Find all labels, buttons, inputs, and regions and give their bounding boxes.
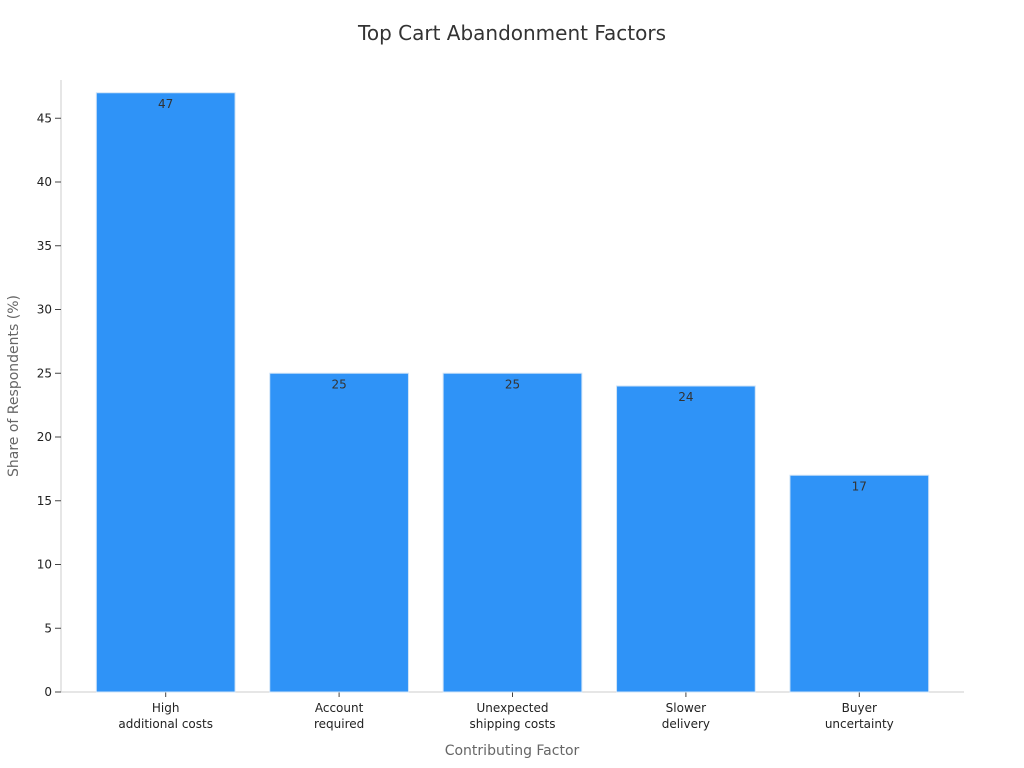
y-tick-label: 30 [37,303,52,317]
y-tick-label: 25 [37,366,52,380]
y-tick-label: 45 [37,111,52,125]
y-tick-label: 35 [37,239,52,253]
x-axis [61,691,964,697]
y-tick-label: 40 [37,175,52,189]
bars-group [95,92,930,693]
x-tick-label: Slower delivery [662,701,710,731]
x-tick-label: Unexpected shipping costs [470,701,556,731]
chart-title: Top Cart Abandonment Factors [357,21,666,45]
bar [789,474,930,693]
value-labels-group: 47 25 25 24 17 [158,97,867,494]
x-tick-label: High additional costs [118,701,213,731]
x-tick-label: Account required [314,701,364,731]
y-tick-label: 0 [44,685,52,699]
bar-value-label: 17 [852,479,867,493]
x-axis-label: Contributing Factor [445,743,580,759]
y-tick-label: 20 [37,430,52,444]
y-tick-label: 15 [37,494,52,508]
category-labels-group: High additional costs Account required Unexp… [118,701,893,731]
bar [269,372,409,693]
bar-value-label: 47 [158,97,173,111]
bar-value-label: 25 [505,377,520,391]
bar-value-label: 25 [331,377,346,391]
y-tick-label: 10 [37,558,52,572]
bar [442,372,583,693]
x-tick-label: Buyer uncertainty [825,701,894,731]
bar [95,92,236,693]
y-axis: 0 5 10 15 20 25 30 35 40 45 [37,80,62,699]
bar-value-label: 24 [678,390,693,404]
y-tick-label: 5 [44,621,52,635]
bar [616,385,756,693]
y-axis-label: Share of Respondents (%) [6,295,22,477]
